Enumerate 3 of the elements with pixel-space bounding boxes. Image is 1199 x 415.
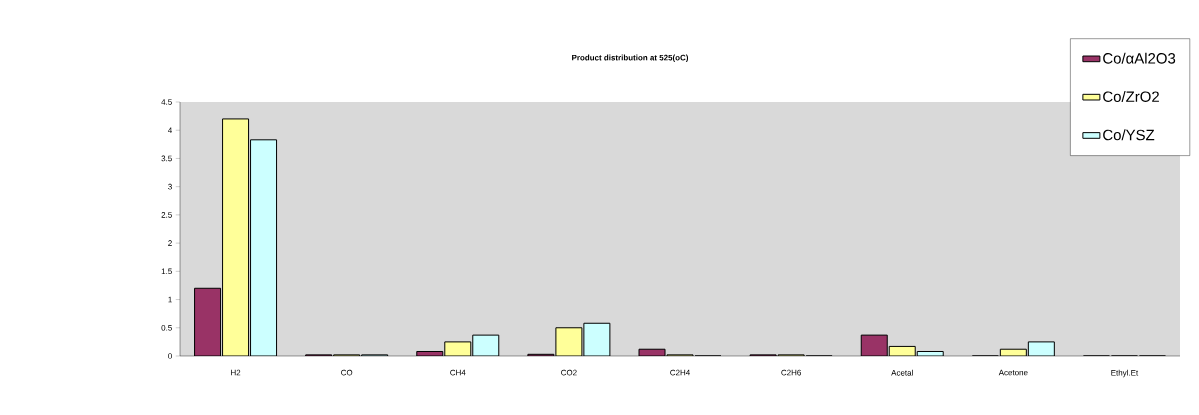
legend-label: Co/αAl2O3 (1103, 52, 1176, 64)
legend-label: Co/YSZ (1103, 129, 1155, 141)
legend-label: Co/ZrO2 (1103, 91, 1159, 102)
